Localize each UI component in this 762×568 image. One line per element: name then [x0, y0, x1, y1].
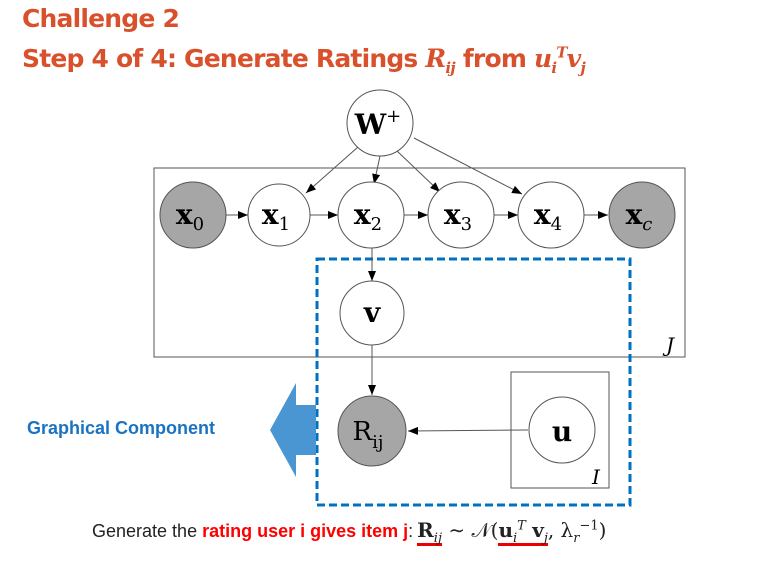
- slide-subtitle: Step 4 of 4: Generate Ratings Rij from u…: [22, 43, 586, 77]
- svg-text:x0: x0: [176, 198, 204, 235]
- svg-text:v: v: [363, 296, 381, 329]
- node-x0: x0: [159, 181, 227, 249]
- edge-W-x4: [413, 137, 523, 195]
- edges: [226, 137, 608, 435]
- edge-W-x1: [305, 146, 359, 194]
- node-R: Rij: [337, 395, 407, 467]
- svg-text:W+: W+: [354, 106, 402, 141]
- svg-text:x2: x2: [354, 198, 382, 235]
- node-x2: x2: [337, 181, 405, 249]
- edge-u-R: [407, 426, 529, 435]
- svg-text:x3: x3: [444, 198, 472, 235]
- plate-I-label: I: [591, 465, 601, 489]
- slide-title: Challenge 2: [22, 4, 180, 33]
- svg-text:xc: xc: [626, 198, 653, 235]
- edge-W-x2: [372, 155, 381, 185]
- node-xc: xc: [608, 181, 676, 249]
- highlight-text: rating user i gives item j: [202, 521, 409, 541]
- subtitle-text: Step 4 of 4: Generate Ratings: [22, 44, 426, 73]
- node-u: u: [528, 396, 596, 464]
- subtitle-from: from: [454, 44, 534, 73]
- svg-text:x1: x1: [262, 198, 290, 235]
- callout-arrow-icon: [270, 383, 316, 477]
- plate-J-label: J: [662, 333, 675, 357]
- node-W: W+: [346, 89, 414, 157]
- equation-math: Rij ∼ 𝒩(uiT vj, λr−1): [417, 518, 607, 546]
- edge-W-x3: [395, 149, 441, 193]
- graphical-component-label: Graphical Component: [27, 418, 216, 438]
- svg-text:u: u: [552, 415, 572, 448]
- svg-text:Rij: Rij: [353, 417, 384, 453]
- node-x3: x3: [427, 181, 495, 249]
- plate-J: [153, 167, 686, 358]
- svg-text:x4: x4: [534, 198, 562, 235]
- node-x1: x1: [247, 183, 311, 247]
- node-x4: x4: [517, 181, 585, 249]
- node-v: v: [339, 280, 405, 346]
- title-math-uv: uiTvj: [533, 43, 586, 77]
- highlight-box: [315, 257, 632, 507]
- title-math-R: Rij: [425, 44, 455, 77]
- rating-equation: Generate the rating user i gives item j:…: [92, 518, 607, 546]
